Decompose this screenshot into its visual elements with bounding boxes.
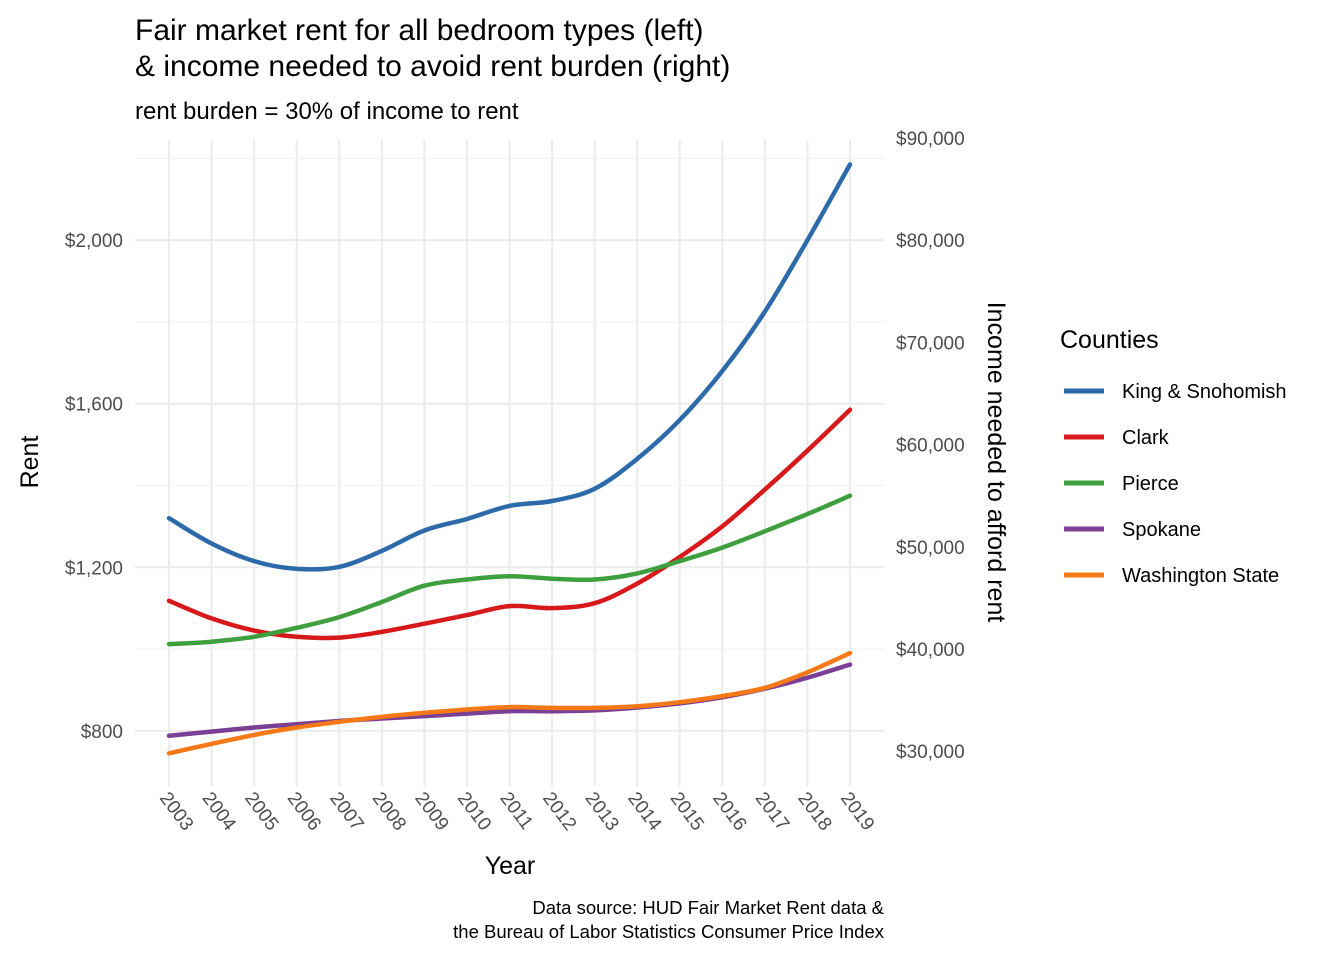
x-tick-label: 2005 [240, 788, 282, 834]
x-tick-label: 2008 [368, 788, 410, 834]
x-tick-label: 2009 [410, 788, 452, 834]
x-axis-ticks: 2003 2004 2005 2006 2007 2008 2009 2010 2011 2012… [155, 788, 878, 835]
x-tick-label: 2003 [155, 788, 197, 834]
secondary-y-tick-label: $50,000 [896, 538, 965, 559]
y-tick-label: $800 [81, 722, 123, 743]
x-tick-label: 2004 [198, 788, 240, 835]
x-axis-title: Year [485, 852, 536, 880]
x-tick-label: 2017 [751, 788, 793, 834]
secondary-y-tick-label: $70,000 [896, 333, 965, 354]
caption: Data source: HUD Fair Market Rent data &… [453, 897, 885, 942]
x-tick-label: 2018 [793, 788, 835, 834]
legend-title: Counties [1060, 326, 1159, 354]
secondary-y-axis-ticks: $30,000 $40,000 $50,000 $60,000 $70,000 $80,0… [896, 129, 965, 763]
legend-label-washington-state: Washington State [1122, 565, 1279, 587]
legend-label-spokane: Spokane [1122, 519, 1201, 541]
chart-title-line-1: Fair market rent for all bedroom types (… [135, 14, 704, 47]
x-tick-label: 2016 [708, 788, 750, 834]
x-tick-label: 2012 [538, 788, 580, 834]
x-tick-label: 2006 [283, 788, 325, 834]
series-line-king-snohomish [166, 162, 853, 572]
legend-items: King & Snohomish Clark Pierce Spokane Washin… [1064, 381, 1287, 587]
secondary-y-axis-title: Income needed to afford rent [982, 302, 1010, 623]
y-axis-ticks: $800 $1,200 $1,600 $2,000 [65, 231, 123, 743]
secondary-y-tick-label: $40,000 [896, 640, 965, 661]
series-lines [166, 162, 853, 756]
series-line-clark [166, 407, 853, 641]
series-line-pierce [166, 493, 853, 647]
y-tick-label: $1,600 [65, 395, 123, 416]
y-axis-title: Rent [16, 436, 44, 489]
legend-label-king-snohomish: King & Snohomish [1122, 381, 1287, 403]
secondary-y-tick-label: $90,000 [896, 129, 965, 150]
x-tick-label: 2019 [836, 788, 878, 834]
x-tick-label: 2014 [623, 788, 665, 835]
x-tick-label: 2013 [581, 788, 623, 834]
secondary-y-tick-label: $80,000 [896, 231, 965, 252]
legend-label-clark: Clark [1122, 427, 1170, 449]
legend: Counties King & Snohomish Clark Pierce Spok… [1060, 326, 1287, 587]
legend-label-pierce: Pierce [1122, 473, 1179, 495]
chart-title-line-2: & income needed to avoid rent burden (ri… [135, 50, 730, 83]
caption-line-2: the Bureau of Labor Statistics Consumer … [453, 921, 885, 942]
x-tick-label: 2015 [666, 788, 708, 834]
secondary-y-tick-label: $30,000 [896, 742, 965, 763]
x-tick-label: 2010 [453, 788, 495, 834]
y-tick-label: $1,200 [65, 558, 123, 579]
secondary-y-tick-label: $60,000 [896, 436, 965, 457]
chart-subtitle: rent burden = 30% of income to rent [135, 98, 519, 125]
series-line-washington-state [166, 650, 853, 756]
y-tick-label: $2,000 [65, 231, 123, 252]
caption-line-1: Data source: HUD Fair Market Rent data & [532, 897, 884, 918]
chart-titles: Fair market rent for all bedroom types (… [135, 14, 730, 125]
x-tick-label: 2007 [325, 788, 367, 834]
x-tick-label: 2011 [496, 788, 537, 833]
